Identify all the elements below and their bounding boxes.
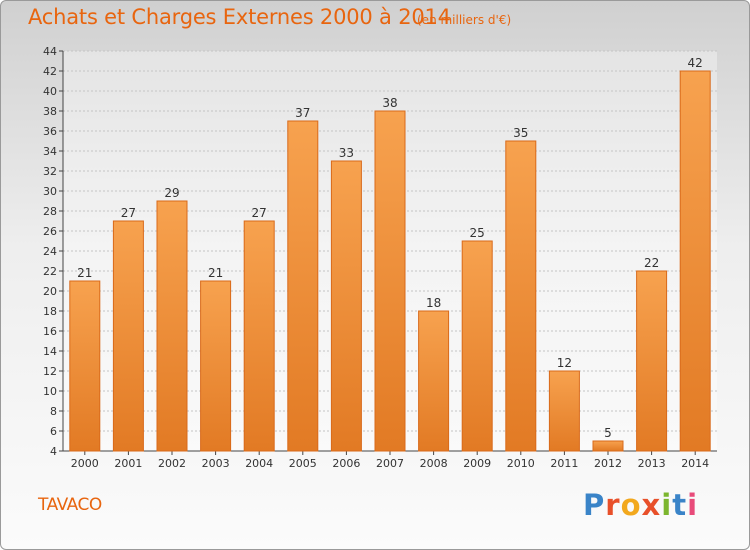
data-label-2014: 42	[688, 56, 703, 70]
x-tick-label-2014: 2014	[681, 457, 709, 470]
bar-2001	[112, 220, 144, 452]
chart-unit: (en milliers d'€)	[417, 13, 512, 27]
y-tick-label: 24	[43, 245, 57, 258]
y-tick-label: 40	[43, 85, 57, 98]
x-tick-label-2012: 2012	[594, 457, 622, 470]
data-label-2012: 5	[604, 426, 612, 440]
bar-2013	[636, 270, 668, 452]
data-label-2004: 27	[252, 206, 267, 220]
bar-2006	[330, 160, 362, 452]
data-label-2007: 38	[382, 96, 397, 110]
y-tick-label: 6	[50, 425, 57, 438]
y-tick-label: 10	[43, 385, 57, 398]
y-tick-label: 4	[50, 445, 57, 458]
data-labels: 21 27 29 21 27 37 33 38 18 25 35 12 5 22 42	[77, 56, 703, 440]
logo-letter: r	[605, 488, 621, 522]
y-tick-label: 20	[43, 285, 57, 298]
x-tick-label-2008: 2008	[420, 457, 448, 470]
logo-letter: P	[583, 488, 606, 522]
y-tick-label: 22	[43, 265, 57, 278]
bar-2004	[243, 220, 275, 452]
x-tick-label-2013: 2013	[638, 457, 666, 470]
y-tick-label: 28	[43, 205, 57, 218]
data-label-2005: 37	[295, 106, 310, 120]
bar-2002	[156, 200, 188, 452]
data-label-2002: 29	[164, 186, 179, 200]
y-tick-label: 32	[43, 165, 57, 178]
x-tick-label-2006: 2006	[332, 457, 360, 470]
x-tick-label-2000: 2000	[71, 457, 99, 470]
data-label-2010: 35	[513, 126, 528, 140]
chart-title: Achats et Charges Externes 2000 à 2014	[28, 5, 451, 29]
logo-letter: o	[620, 488, 642, 522]
y-tick-label: 8	[50, 405, 57, 418]
logo-letter: x	[641, 488, 662, 522]
y-tick-label: 12	[43, 365, 57, 378]
x-tick-label-2002: 2002	[158, 457, 186, 470]
bar-2011	[548, 370, 580, 452]
commune-name: TAVACO	[38, 495, 102, 515]
y-tick-label: 34	[43, 145, 57, 158]
bar-2014	[679, 70, 711, 452]
bar-2008	[418, 310, 450, 452]
y-tick-label: 42	[43, 65, 57, 78]
x-tick-label-2005: 2005	[289, 457, 317, 470]
data-label-2003: 21	[208, 266, 223, 280]
x-tick-label-2010: 2010	[507, 457, 535, 470]
bar-2000	[69, 280, 101, 452]
bars	[69, 70, 711, 452]
y-tick-label: 14	[43, 345, 57, 358]
x-tick-label-2001: 2001	[114, 457, 142, 470]
data-label-2008: 18	[426, 296, 441, 310]
data-label-2013: 22	[644, 256, 659, 270]
data-label-2000: 21	[77, 266, 92, 280]
logo-letter: i	[661, 488, 673, 522]
bar-2003	[200, 280, 232, 452]
y-tick-label: 18	[43, 305, 57, 318]
data-label-2001: 27	[121, 206, 136, 220]
x-tick-label-2003: 2003	[202, 457, 230, 470]
y-tick-label: 16	[43, 325, 57, 338]
data-label-2009: 25	[470, 226, 485, 240]
bar-2007	[374, 110, 406, 452]
y-tick-label: 44	[43, 45, 57, 58]
y-tick-label: 26	[43, 225, 57, 238]
data-label-2011: 12	[557, 356, 572, 370]
y-tick-label: 38	[43, 105, 57, 118]
y-tick-label: 30	[43, 185, 57, 198]
proxiti-logo[interactable]: Proxiti	[583, 488, 698, 522]
bar-2005	[287, 120, 319, 452]
logo-letter: i	[687, 488, 699, 522]
bar-2010	[505, 140, 537, 452]
x-tick-label-2007: 2007	[376, 457, 404, 470]
x-tick-label-2009: 2009	[463, 457, 491, 470]
data-label-2006: 33	[339, 146, 354, 160]
logo-letter: t	[672, 488, 688, 522]
bar-2012	[592, 440, 624, 452]
x-tick-label-2011: 2011	[550, 457, 578, 470]
axes: 4 6 8 10 12 14 16 18 20 22 24 26 28 30 32 34 36 38 40 42 44 2…	[43, 45, 717, 470]
bar-2009	[461, 240, 493, 452]
y-tick-label: 36	[43, 125, 57, 138]
x-tick-label-2004: 2004	[245, 457, 273, 470]
